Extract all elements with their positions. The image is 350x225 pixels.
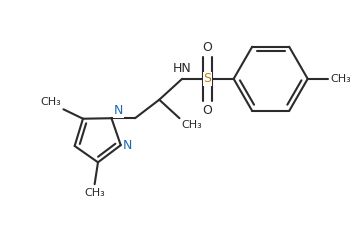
Text: CH₃: CH₃ [331,74,350,84]
Text: HN: HN [173,63,191,75]
Text: N: N [113,104,123,117]
Text: O: O [202,40,212,54]
Text: N: N [123,139,132,152]
Text: S: S [203,72,211,85]
Text: O: O [202,104,212,117]
Text: CH₃: CH₃ [84,188,105,198]
Text: CH₃: CH₃ [41,97,62,107]
Text: CH₃: CH₃ [182,119,202,130]
